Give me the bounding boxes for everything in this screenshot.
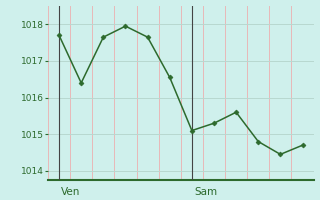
Text: Ven: Ven — [61, 187, 81, 197]
Text: Sam: Sam — [194, 187, 217, 197]
